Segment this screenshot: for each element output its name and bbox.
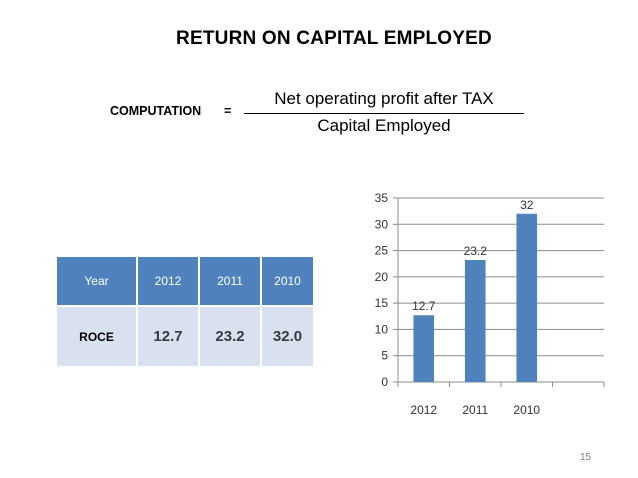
table-header-cell: 2012 [138, 257, 198, 305]
y-tick-label: 20 [375, 270, 389, 284]
table-header-row: Year 2012 2011 2010 [57, 257, 313, 305]
bar [464, 260, 486, 382]
page-number: 15 [580, 452, 592, 463]
slide-title: RETURN ON CAPITAL EMPLOYED [176, 28, 492, 49]
y-tick-label: 10 [375, 322, 389, 336]
y-tick-label: 25 [375, 244, 389, 258]
y-tick-label: 35 [375, 191, 389, 205]
formula-equals-sign: = [224, 104, 232, 118]
table-row: ROCE 12.7 23.2 32.0 [57, 307, 313, 366]
y-tick-label: 5 [381, 349, 388, 363]
formula-denominator: Capital Employed [317, 116, 451, 135]
table-cell: 23.2 [200, 307, 260, 366]
table-header-cell: 2010 [262, 257, 313, 305]
table-header-cell: 2011 [200, 257, 260, 305]
x-tick-label: 2010 [513, 403, 540, 417]
x-tick-label: 2011 [462, 403, 488, 417]
formula-numerator: Net operating profit after TAX [274, 89, 494, 108]
bar [516, 213, 538, 382]
x-tick-label: 2012 [410, 403, 437, 417]
data-label: 12.7 [412, 299, 436, 313]
table-row-label: ROCE [57, 307, 136, 366]
y-tick-label: 30 [375, 217, 389, 231]
table-cell: 12.7 [138, 307, 198, 366]
data-label: 23.2 [464, 244, 488, 258]
y-tick-label: 0 [381, 375, 388, 389]
table-cell: 32.0 [262, 307, 313, 366]
formula-label: COMPUTATION [110, 104, 202, 118]
roce-bar-chart: 0 5 10 15 20 25 30 35 12.7 2012 23.2 2011 32 2010 [375, 191, 605, 417]
y-tick-label: 15 [375, 296, 389, 310]
roce-table: Year 2012 2011 2010 ROCE 12.7 23.2 32.0 [55, 255, 315, 368]
table-header-cell: Year [57, 257, 136, 305]
data-label: 32 [520, 198, 534, 212]
fraction-line [244, 113, 524, 114]
bar [413, 315, 435, 382]
